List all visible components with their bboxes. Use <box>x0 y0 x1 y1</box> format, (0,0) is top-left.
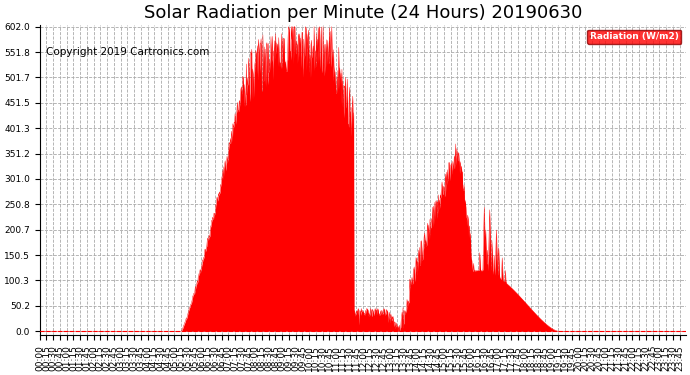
Legend: Radiation (W/m2): Radiation (W/m2) <box>587 30 681 44</box>
Text: Copyright 2019 Cartronics.com: Copyright 2019 Cartronics.com <box>46 47 210 57</box>
Title: Solar Radiation per Minute (24 Hours) 20190630: Solar Radiation per Minute (24 Hours) 20… <box>144 4 582 22</box>
